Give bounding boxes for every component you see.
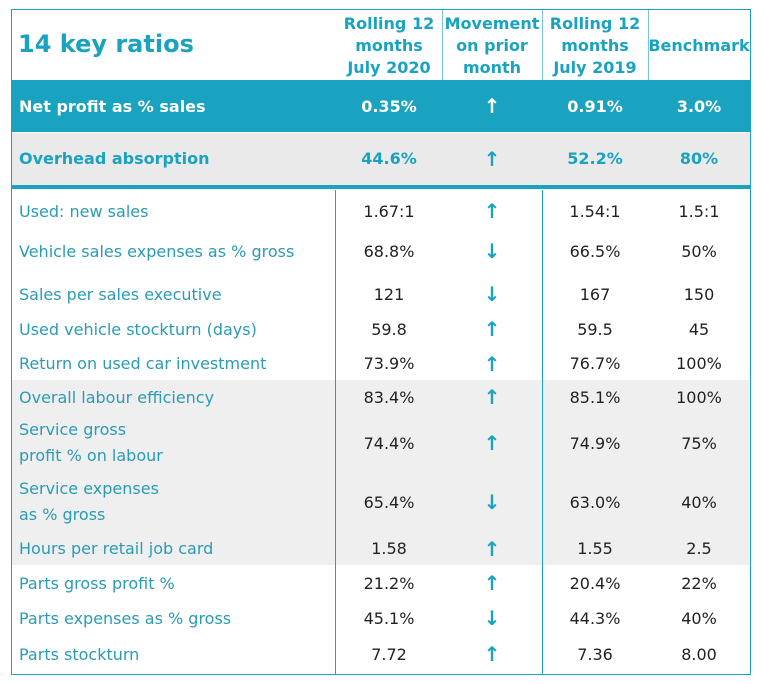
header-line: months	[561, 36, 629, 55]
ratio-label: Parts expenses as % gross	[19, 608, 232, 628]
band-net-profit	[12, 80, 750, 132]
band-service	[12, 380, 750, 565]
header-rolling-2019: Rolling 12 months July 2019	[542, 13, 648, 79]
arrow-down-icon: ↓	[483, 606, 501, 630]
value-july-2020: 0.35%	[361, 96, 417, 116]
ratio-label: Overall labour efficiency	[19, 387, 215, 407]
benchmark-value: 80%	[679, 149, 719, 168]
value-july-2019: 0.91%	[567, 96, 623, 116]
value-july-2020: 21.2%	[363, 573, 415, 593]
ratio-label-line: Service gross	[19, 420, 127, 439]
header-line: Rolling 12	[549, 14, 641, 33]
arrow-up-icon: ↑	[483, 199, 501, 223]
value-july-2020: 1.67:1	[363, 201, 415, 221]
value-july-2020: 1.58	[371, 539, 407, 558]
header-line: month	[462, 58, 522, 77]
ratio-label: Service gross profit % on labour	[12, 414, 335, 472]
benchmark-value: 40%	[681, 608, 717, 628]
value-july-2019: 52.2%	[567, 149, 623, 168]
value-july-2019: 59.5	[577, 319, 613, 339]
arrow-down-icon: ↓	[483, 239, 501, 263]
column-divider	[542, 10, 543, 80]
header-line: Movement	[444, 14, 540, 33]
ratio-label: Net profit as % sales	[19, 96, 206, 116]
value-july-2020: 44.6%	[361, 149, 417, 168]
column-divider	[442, 10, 443, 80]
section-divider	[12, 185, 750, 189]
header-line: Rolling 12	[343, 14, 435, 33]
arrow-up-icon: ↑	[483, 94, 501, 118]
column-divider	[542, 190, 543, 675]
header-rolling-2020: Rolling 12 months July 2020	[336, 13, 442, 79]
value-july-2019: 167	[579, 284, 611, 304]
benchmark-value: 1.5:1	[678, 201, 720, 221]
arrow-up-icon: ↑	[483, 536, 501, 561]
ratio-label: Hours per retail job card	[19, 539, 214, 558]
value-july-2020: 68.8%	[363, 241, 415, 261]
arrow-up-icon: ↑	[483, 146, 501, 171]
arrow-up-icon: ↑	[483, 431, 501, 455]
header-benchmark: Benchmark	[648, 36, 750, 55]
arrow-up-icon: ↑	[483, 385, 501, 409]
benchmark-value: 2.5	[686, 539, 712, 558]
value-july-2019: 76.7%	[569, 354, 621, 373]
benchmark-value: 3.0%	[676, 96, 722, 116]
value-july-2020: 83.4%	[363, 387, 415, 407]
benchmark-value: 75%	[681, 433, 717, 453]
ratio-label: Parts gross profit %	[19, 573, 175, 593]
value-july-2020: 59.8	[371, 319, 407, 339]
ratio-label: Return on used car investment	[19, 354, 267, 373]
band-overhead	[12, 132, 750, 185]
value-july-2020: 73.9%	[363, 354, 415, 373]
header-line: July 2020	[347, 58, 431, 77]
value-july-2019: 63.0%	[569, 492, 621, 512]
value-july-2019: 1.54:1	[569, 201, 621, 221]
value-july-2019: 74.9%	[569, 433, 621, 453]
value-july-2019: 66.5%	[569, 241, 621, 261]
value-july-2019: 44.3%	[569, 608, 621, 628]
arrow-up-icon: ↑	[483, 351, 501, 376]
ratio-label: Vehicle sales expenses as % gross	[19, 241, 295, 261]
header-line: on prior	[456, 36, 528, 55]
value-july-2020: 121	[373, 284, 405, 304]
benchmark-value: 40%	[681, 492, 717, 512]
ratio-label: Sales per sales executive	[19, 284, 222, 304]
arrow-up-icon: ↑	[483, 317, 501, 341]
key-ratios-table	[11, 9, 751, 675]
header-movement: Movement on prior month	[442, 13, 542, 79]
ratio-label-line: profit % on labour	[19, 446, 163, 465]
ratio-label: Used vehicle stockturn (days)	[19, 319, 257, 339]
ratio-label: Overhead absorption	[19, 149, 210, 168]
ratio-label: Parts stockturn	[19, 644, 140, 664]
header-line: months	[355, 36, 423, 55]
benchmark-value: 50%	[681, 241, 717, 261]
benchmark-value: 100%	[676, 387, 722, 407]
value-july-2020: 7.72	[371, 644, 407, 664]
benchmark-value: 22%	[681, 573, 717, 593]
benchmark-value: 150	[683, 284, 715, 304]
value-july-2019: 1.55	[577, 539, 613, 558]
column-divider	[335, 190, 336, 675]
arrow-up-icon: ↑	[483, 642, 501, 666]
value-july-2019: 85.1%	[569, 387, 621, 407]
value-july-2020: 74.4%	[363, 433, 415, 453]
ratio-label-line: as % gross	[19, 505, 106, 524]
value-july-2020: 45.1%	[363, 608, 415, 628]
ratio-label-line: Service expenses	[19, 479, 159, 498]
benchmark-value: 8.00	[681, 644, 717, 664]
value-july-2020: 65.4%	[363, 492, 415, 512]
arrow-down-icon: ↓	[483, 282, 501, 306]
value-july-2019: 7.36	[577, 644, 613, 664]
arrow-up-icon: ↑	[483, 571, 501, 595]
table-title: 14 key ratios	[18, 30, 194, 58]
column-divider	[648, 10, 649, 80]
benchmark-value: 45	[688, 319, 710, 339]
arrow-down-icon: ↓	[483, 490, 501, 514]
header-line: July 2019	[553, 58, 637, 77]
value-july-2019: 20.4%	[569, 573, 621, 593]
benchmark-value: 100%	[676, 354, 722, 373]
ratio-label: Service expenses as % gross	[12, 472, 335, 532]
row-divider	[12, 132, 750, 133]
ratio-label: Used: new sales	[19, 201, 149, 221]
